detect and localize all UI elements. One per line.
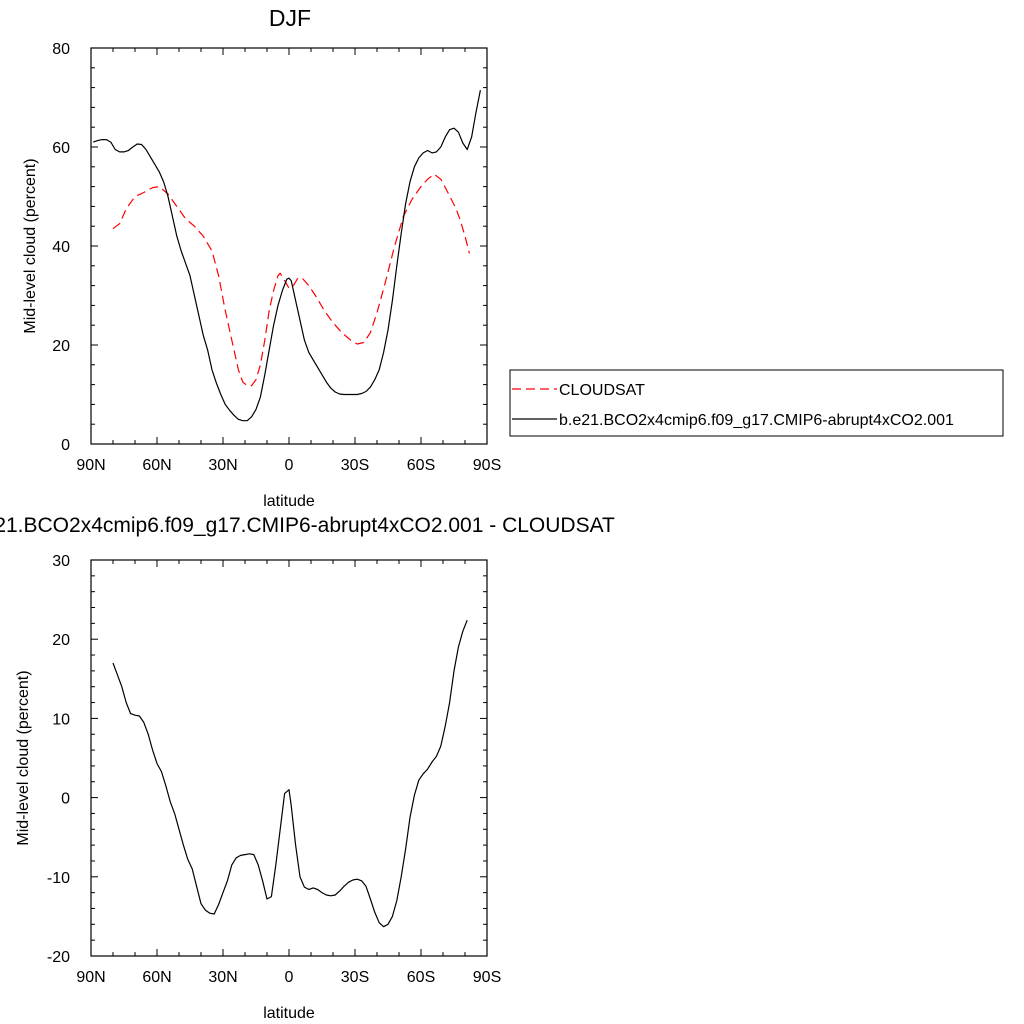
y-tick-label: 30	[52, 553, 70, 570]
x-tick-label: 60S	[407, 969, 435, 986]
y-axis-label: Mid-level cloud (percent)	[15, 670, 32, 845]
series-line-1	[112, 173, 470, 387]
x-tick-label: 30S	[341, 969, 369, 986]
legend: CLOUDSAT b.e21.BCO2x4cmip6.f09_g17.CMIP6…	[509, 369, 1004, 437]
y-tick-label: 0	[61, 437, 70, 454]
y-axis-label: Mid-level cloud (percent)	[22, 158, 39, 333]
y-tick-label: 0	[61, 791, 70, 808]
y-tick-label: 20	[52, 338, 70, 355]
plot-area	[112, 619, 468, 928]
legend-label-cloudsat: CLOUDSAT	[559, 382, 645, 399]
chart-title: DJF	[269, 5, 311, 31]
plot-frame	[90, 47, 488, 445]
y-tick-label: 10	[52, 711, 70, 728]
chart-title: b.e21.BCO2x4cmip6.f09_g17.CMIP6-abrupt4x…	[0, 514, 615, 537]
series-line-1	[112, 619, 468, 928]
panel-bottom: b.e21.BCO2x4cmip6.f09_g17.CMIP6-abrupt4x…	[0, 514, 615, 1022]
x-tick-label: 30N	[208, 969, 237, 986]
y-tick-label: 40	[52, 239, 70, 256]
x-tick-label: 60N	[142, 457, 171, 474]
legend-box	[509, 369, 1004, 437]
x-tick-label: 60S	[407, 457, 435, 474]
plot-area	[93, 89, 481, 422]
x-axis-label: latitude	[263, 493, 315, 510]
x-tick-label: 60N	[142, 969, 171, 986]
x-tick-label: 30N	[208, 457, 237, 474]
y-tick-label: 20	[52, 632, 70, 649]
y-tick-label: -20	[47, 949, 70, 966]
y-tick-label: 60	[52, 140, 70, 157]
x-tick-label: 0	[285, 457, 294, 474]
x-tick-label: 90S	[473, 969, 501, 986]
axis-ticks: 90N 60N 30N 0 30S 60S 90S 0 20 40 60 80	[52, 41, 501, 474]
x-tick-label: 90N	[76, 457, 105, 474]
x-axis-label: latitude	[263, 1005, 315, 1022]
series-line-2	[93, 89, 481, 422]
axis-ticks: 90N 60N 30N 0 30S 60S 90S -20 -10 0 10 20 30	[47, 553, 501, 986]
x-tick-label: 30S	[341, 457, 369, 474]
plot-frame	[90, 559, 488, 957]
x-tick-label: 90N	[76, 969, 105, 986]
x-tick-label: 0	[285, 969, 294, 986]
x-tick-label: 90S	[473, 457, 501, 474]
y-tick-label: -10	[47, 870, 70, 887]
panel-top: DJF 90N 60N 30N 0 30S 60S 90S 0 20 40 60 80 latitud…	[22, 5, 1004, 510]
y-tick-label: 80	[52, 41, 70, 58]
legend-label-model: b.e21.BCO2x4cmip6.f09_g17.CMIP6-abrupt4x…	[559, 412, 954, 429]
